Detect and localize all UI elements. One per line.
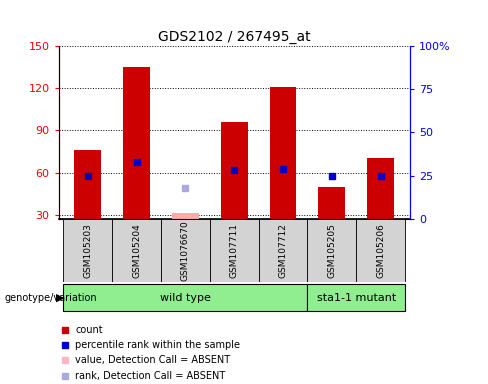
Bar [269,87,297,219]
Bar [307,284,405,311]
Bar [63,219,112,282]
Text: GSM1076670: GSM1076670 [181,220,190,281]
Text: GSM105205: GSM105205 [327,223,336,278]
Bar [356,219,405,282]
Text: wild type: wild type [160,293,211,303]
Bar [210,219,259,282]
Text: GSM107712: GSM107712 [279,223,287,278]
Bar [259,219,307,282]
Bar [112,219,161,282]
Bar [318,187,345,219]
Text: sta1-1 mutant: sta1-1 mutant [317,293,396,303]
Bar [63,284,307,311]
Text: rank, Detection Call = ABSENT: rank, Detection Call = ABSENT [75,371,225,381]
Text: count: count [75,325,103,335]
Text: genotype/variation: genotype/variation [5,293,98,303]
Bar [161,219,210,282]
Bar [123,67,150,219]
Text: ▶: ▶ [56,293,64,303]
Text: GSM105206: GSM105206 [376,223,385,278]
Bar [74,150,102,219]
Text: percentile rank within the sample: percentile rank within the sample [75,340,241,350]
Bar [307,219,356,282]
Text: value, Detection Call = ABSENT: value, Detection Call = ABSENT [75,356,230,366]
Text: GSM107711: GSM107711 [230,223,239,278]
Title: GDS2102 / 267495_at: GDS2102 / 267495_at [158,30,310,44]
Bar [172,213,199,219]
Text: GSM105204: GSM105204 [132,223,141,278]
Bar [221,122,247,219]
Bar [367,159,394,219]
Text: GSM105203: GSM105203 [83,223,92,278]
